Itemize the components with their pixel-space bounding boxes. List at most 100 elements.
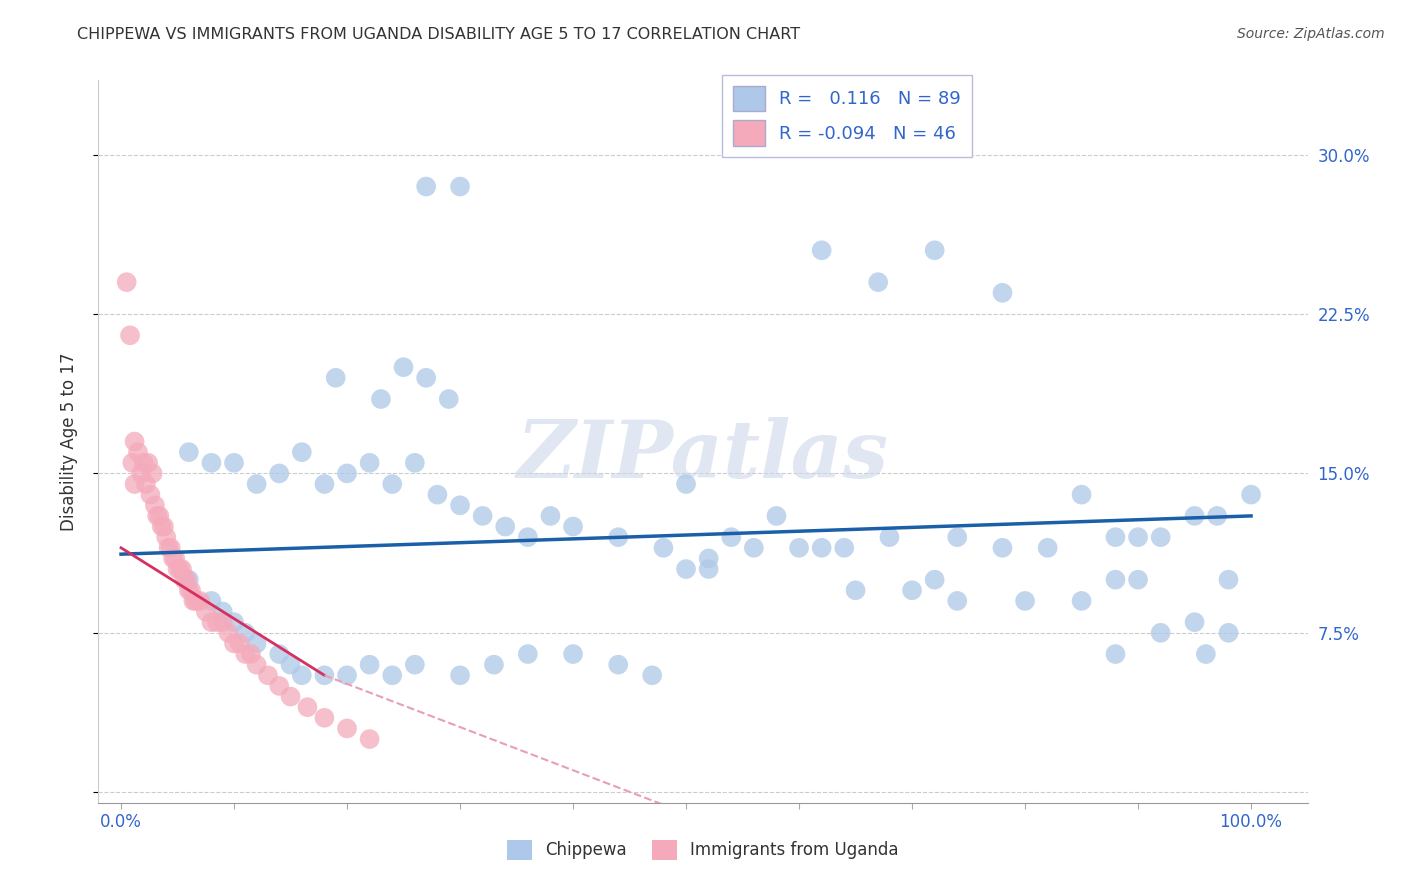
Point xyxy=(924,244,946,258)
Point xyxy=(516,530,538,544)
Point xyxy=(765,508,787,523)
Point xyxy=(697,562,720,576)
Point xyxy=(359,456,381,470)
Point xyxy=(280,657,302,672)
Point xyxy=(1218,573,1240,587)
Point xyxy=(228,636,250,650)
Point xyxy=(538,508,561,523)
Point xyxy=(697,551,720,566)
Point xyxy=(426,488,449,502)
Point xyxy=(246,636,269,650)
Point xyxy=(1070,488,1092,502)
Point xyxy=(516,647,538,661)
Point xyxy=(1184,615,1206,630)
Point xyxy=(257,668,280,682)
Point xyxy=(1150,530,1173,544)
Point xyxy=(1104,530,1126,544)
Point xyxy=(222,615,245,630)
Point xyxy=(170,562,193,576)
Point xyxy=(246,657,269,672)
Point xyxy=(720,530,742,544)
Point xyxy=(162,551,184,566)
Point xyxy=(359,732,381,747)
Point xyxy=(482,657,505,672)
Point xyxy=(184,594,207,608)
Point xyxy=(143,498,166,512)
Point xyxy=(188,594,211,608)
Point xyxy=(901,583,924,598)
Point xyxy=(1150,625,1173,640)
Point xyxy=(325,371,347,385)
Point xyxy=(868,275,890,289)
Point xyxy=(494,519,516,533)
Point xyxy=(991,285,1014,300)
Point xyxy=(157,541,180,555)
Point xyxy=(297,700,319,714)
Point xyxy=(139,488,162,502)
Point xyxy=(742,541,765,555)
Point xyxy=(246,477,269,491)
Text: ZIPatlas: ZIPatlas xyxy=(517,417,889,495)
Point xyxy=(471,508,494,523)
Text: CHIPPEWA VS IMMIGRANTS FROM UGANDA DISABILITY AGE 5 TO 17 CORRELATION CHART: CHIPPEWA VS IMMIGRANTS FROM UGANDA DISAB… xyxy=(77,27,800,42)
Point xyxy=(1126,573,1149,587)
Point xyxy=(675,562,697,576)
Point xyxy=(845,583,868,598)
Point xyxy=(120,328,142,343)
Point xyxy=(211,615,233,630)
Point xyxy=(155,530,177,544)
Point xyxy=(641,668,664,682)
Point xyxy=(449,668,471,682)
Point xyxy=(153,519,176,533)
Point xyxy=(1104,573,1126,587)
Point xyxy=(150,519,173,533)
Point xyxy=(562,647,585,661)
Point xyxy=(607,657,630,672)
Point xyxy=(381,668,404,682)
Point xyxy=(269,467,291,481)
Point xyxy=(165,551,187,566)
Point xyxy=(1206,508,1229,523)
Point xyxy=(291,668,314,682)
Point xyxy=(675,477,697,491)
Point xyxy=(205,615,228,630)
Point xyxy=(336,722,359,736)
Point xyxy=(415,179,437,194)
Point xyxy=(132,456,155,470)
Point xyxy=(924,573,946,587)
Point xyxy=(449,498,471,512)
Point xyxy=(314,668,336,682)
Point xyxy=(280,690,302,704)
Point xyxy=(336,467,359,481)
Point xyxy=(269,679,291,693)
Point xyxy=(135,477,157,491)
Point xyxy=(240,647,263,661)
Point xyxy=(652,541,675,555)
Point xyxy=(1184,508,1206,523)
Point xyxy=(194,605,217,619)
Point xyxy=(1070,594,1092,608)
Point xyxy=(392,360,415,375)
Point xyxy=(177,445,200,459)
Point xyxy=(879,530,901,544)
Point xyxy=(146,508,169,523)
Point xyxy=(200,456,222,470)
Legend: Chippewa, Immigrants from Uganda: Chippewa, Immigrants from Uganda xyxy=(501,833,905,867)
Point xyxy=(121,456,143,470)
Point xyxy=(359,657,381,672)
Point xyxy=(159,541,181,555)
Point xyxy=(1036,541,1059,555)
Point xyxy=(562,519,585,533)
Point xyxy=(136,456,159,470)
Point xyxy=(180,583,202,598)
Point xyxy=(787,541,810,555)
Point xyxy=(370,392,392,406)
Point xyxy=(200,615,222,630)
Point xyxy=(991,541,1014,555)
Point xyxy=(222,636,245,650)
Point xyxy=(946,530,969,544)
Point xyxy=(124,434,146,449)
Point xyxy=(449,179,471,194)
Point xyxy=(177,573,200,587)
Point xyxy=(176,573,198,587)
